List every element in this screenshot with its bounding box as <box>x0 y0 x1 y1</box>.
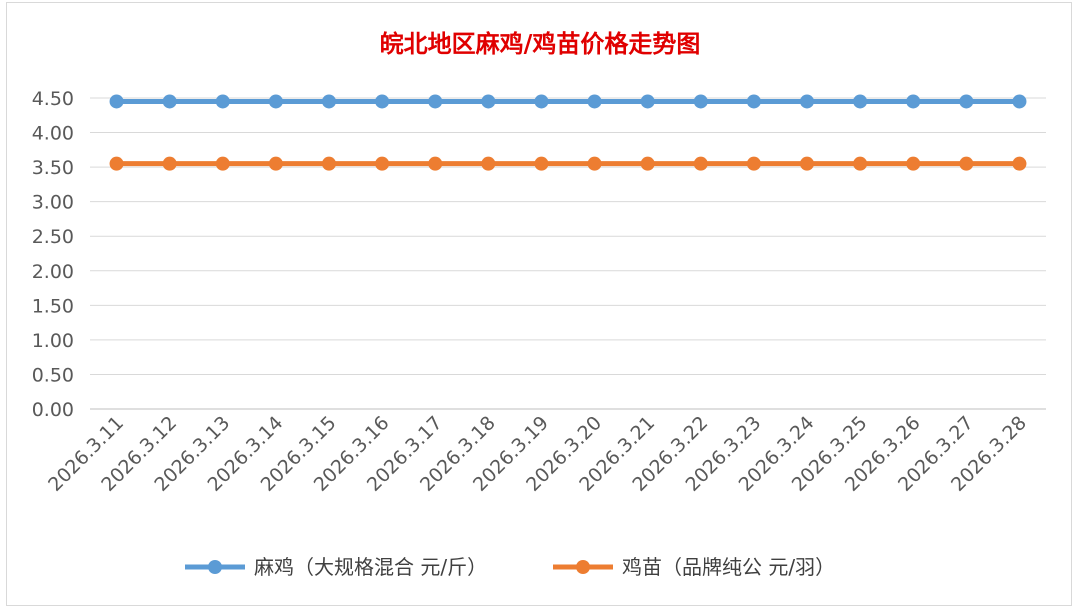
data-point <box>215 94 230 109</box>
data-point <box>1012 94 1027 109</box>
x-axis-ticks: 2026.3.112026.3.122026.3.132026.3.142026… <box>44 412 1031 496</box>
data-point <box>693 94 708 109</box>
data-point <box>853 156 868 171</box>
series-lines <box>109 94 1027 171</box>
data-point <box>534 156 549 171</box>
legend: 麻鸡（大规格混合 元/斤） 鸡苗（品牌纯公 元/羽） <box>185 555 835 579</box>
data-point <box>162 94 177 109</box>
data-point <box>481 156 496 171</box>
data-point <box>534 94 549 109</box>
chart-title: 皖北地区麻鸡/鸡苗价格走势图 <box>380 29 701 58</box>
y-tick-label: 3.00 <box>32 192 74 214</box>
legend-label: 鸡苗（品牌纯公 元/羽） <box>622 555 835 579</box>
y-tick-label: 2.00 <box>32 261 74 283</box>
data-point <box>640 94 655 109</box>
data-point <box>322 156 336 171</box>
data-point <box>746 156 761 171</box>
data-point <box>481 94 496 109</box>
y-tick-label: 4.50 <box>32 88 74 110</box>
data-point <box>587 94 602 109</box>
legend-marker <box>576 560 590 574</box>
y-tick-label: 4.00 <box>32 123 74 145</box>
data-point <box>375 94 390 109</box>
y-tick-label: 3.50 <box>32 157 74 179</box>
data-point <box>428 94 443 109</box>
data-point <box>800 156 814 171</box>
data-point <box>375 156 390 171</box>
y-tick-label: 2.50 <box>32 226 74 248</box>
data-point <box>109 94 124 109</box>
y-tick-label: 0.00 <box>32 399 74 421</box>
data-point <box>959 156 974 171</box>
data-point <box>800 94 814 109</box>
data-point <box>215 156 230 171</box>
data-point <box>268 156 283 171</box>
data-point <box>640 156 655 171</box>
data-point <box>1012 156 1027 171</box>
y-tick-label: 1.00 <box>32 330 74 352</box>
data-point <box>428 156 443 171</box>
data-point <box>268 94 283 109</box>
data-point <box>322 94 336 109</box>
legend-marker <box>208 560 222 574</box>
data-point <box>162 156 177 171</box>
data-point <box>587 156 602 171</box>
data-point <box>906 94 921 109</box>
data-point <box>693 156 708 171</box>
data-point <box>746 94 761 109</box>
gridlines <box>90 97 1046 410</box>
legend-label: 麻鸡（大规格混合 元/斤） <box>254 555 487 579</box>
data-point <box>959 94 974 109</box>
data-point <box>853 94 868 109</box>
data-point <box>109 156 124 171</box>
y-axis-ticks: 0.00 0.50 1.00 1.50 2.00 2.50 3.00 3.50 4.00 4.50 <box>32 88 74 421</box>
data-point <box>906 156 921 171</box>
y-tick-label: 0.50 <box>32 364 74 386</box>
y-tick-label: 1.50 <box>32 295 74 317</box>
